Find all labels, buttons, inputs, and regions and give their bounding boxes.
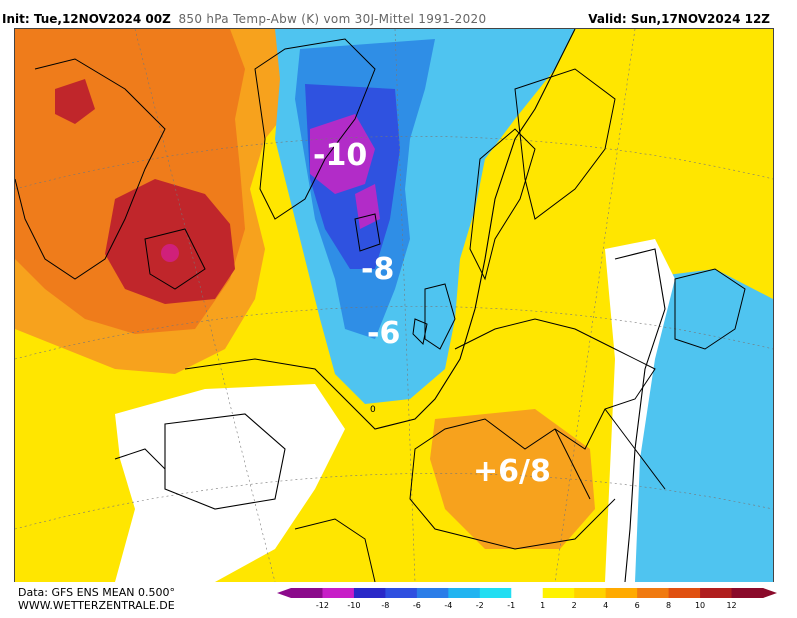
- legend-swatch: [291, 588, 323, 598]
- legend-arrow-right: [763, 588, 777, 598]
- warm-anomaly-core: [105, 179, 235, 304]
- legend-swatch: [700, 588, 733, 598]
- legend-swatch: [448, 588, 481, 598]
- legend-swatch: [731, 588, 764, 598]
- anomaly-map: 0 -10 -8 -6 +6/8: [14, 28, 774, 583]
- legend-tick-label: -2: [476, 601, 484, 610]
- header-left: Init: Tue,12NOV2024 00Z 850 hPa Temp-Abw…: [2, 12, 486, 26]
- legend-swatch: [385, 588, 418, 598]
- legend-swatch: [574, 588, 607, 598]
- legend-bar: -12 -10 -8 -6 -4 -2 -1 1 2 4 6 8 10 12: [277, 588, 777, 610]
- legend-tick-label: 12: [726, 601, 736, 610]
- parameter-title: 850 hPa Temp-Abw (K) vom 30J-Mittel 1991…: [178, 12, 487, 26]
- legend-swatch: [416, 588, 449, 598]
- legend-tick-label: -10: [347, 601, 360, 610]
- legend-tick-label: -1: [507, 601, 515, 610]
- legend-tick-label: -12: [316, 601, 329, 610]
- coastlines: [15, 38, 746, 582]
- legend-tick-label: 1: [540, 601, 545, 610]
- legend-swatch: [353, 588, 386, 598]
- neutral-band-atlantic: [115, 384, 345, 582]
- legend-swatch: [668, 588, 701, 598]
- data-source: Data: GFS ENS MEAN 0.500°: [18, 586, 175, 599]
- legend-swatch: [605, 588, 638, 598]
- map-canvas: 0 -10 -8 -6 +6/8: [15, 29, 773, 582]
- legend-tick-label: 6: [635, 601, 640, 610]
- graticule: [15, 29, 773, 582]
- legend-tick-label: 8: [666, 601, 671, 610]
- cold-anomaly-core: [310, 114, 375, 194]
- init-value: Tue,12NOV2024 00Z: [33, 12, 171, 26]
- annotation-greenland-east: -10: [313, 138, 367, 173]
- legend-swatch: [322, 588, 355, 598]
- legend-swatch: [511, 588, 544, 598]
- map-header: Init: Tue,12NOV2024 00Z 850 hPa Temp-Abw…: [0, 0, 797, 28]
- legend-swatch: [542, 588, 575, 598]
- annotation-north-atlantic: -8: [361, 252, 394, 287]
- legend-tick-label: -6: [413, 601, 421, 610]
- legend-tick-label: 2: [572, 601, 577, 610]
- init-prefix: Init:: [2, 12, 34, 26]
- color-legend: -12 -10 -8 -6 -4 -2 -1 1 2 4 6 8 10 12: [277, 586, 777, 618]
- legend-tick-label: 4: [603, 601, 608, 610]
- warm-anomaly-core-2: [55, 79, 95, 124]
- legend-swatch: [637, 588, 670, 598]
- legend-tick-label: 10: [695, 601, 705, 610]
- valid-time: Valid: Sun,17NOV2024 12Z: [588, 12, 770, 26]
- warm-anomaly-peak: [161, 244, 179, 262]
- zero-contour: [164, 29, 666, 582]
- cold-anomaly-east: [625, 269, 773, 582]
- warm-anomaly-iberia: [430, 409, 595, 549]
- legend-swatch: [479, 588, 512, 598]
- annotation-iberia: +6/8: [473, 454, 551, 489]
- legend-arrow-left: [277, 588, 291, 598]
- zero-contour-label: 0: [370, 405, 376, 415]
- legend-tick-label: -8: [381, 601, 389, 610]
- legend-tick-label: -4: [444, 601, 452, 610]
- annotation-west-of-britain: -6: [367, 316, 400, 351]
- website-credit: WWW.WETTERZENTRALE.DE: [18, 599, 175, 612]
